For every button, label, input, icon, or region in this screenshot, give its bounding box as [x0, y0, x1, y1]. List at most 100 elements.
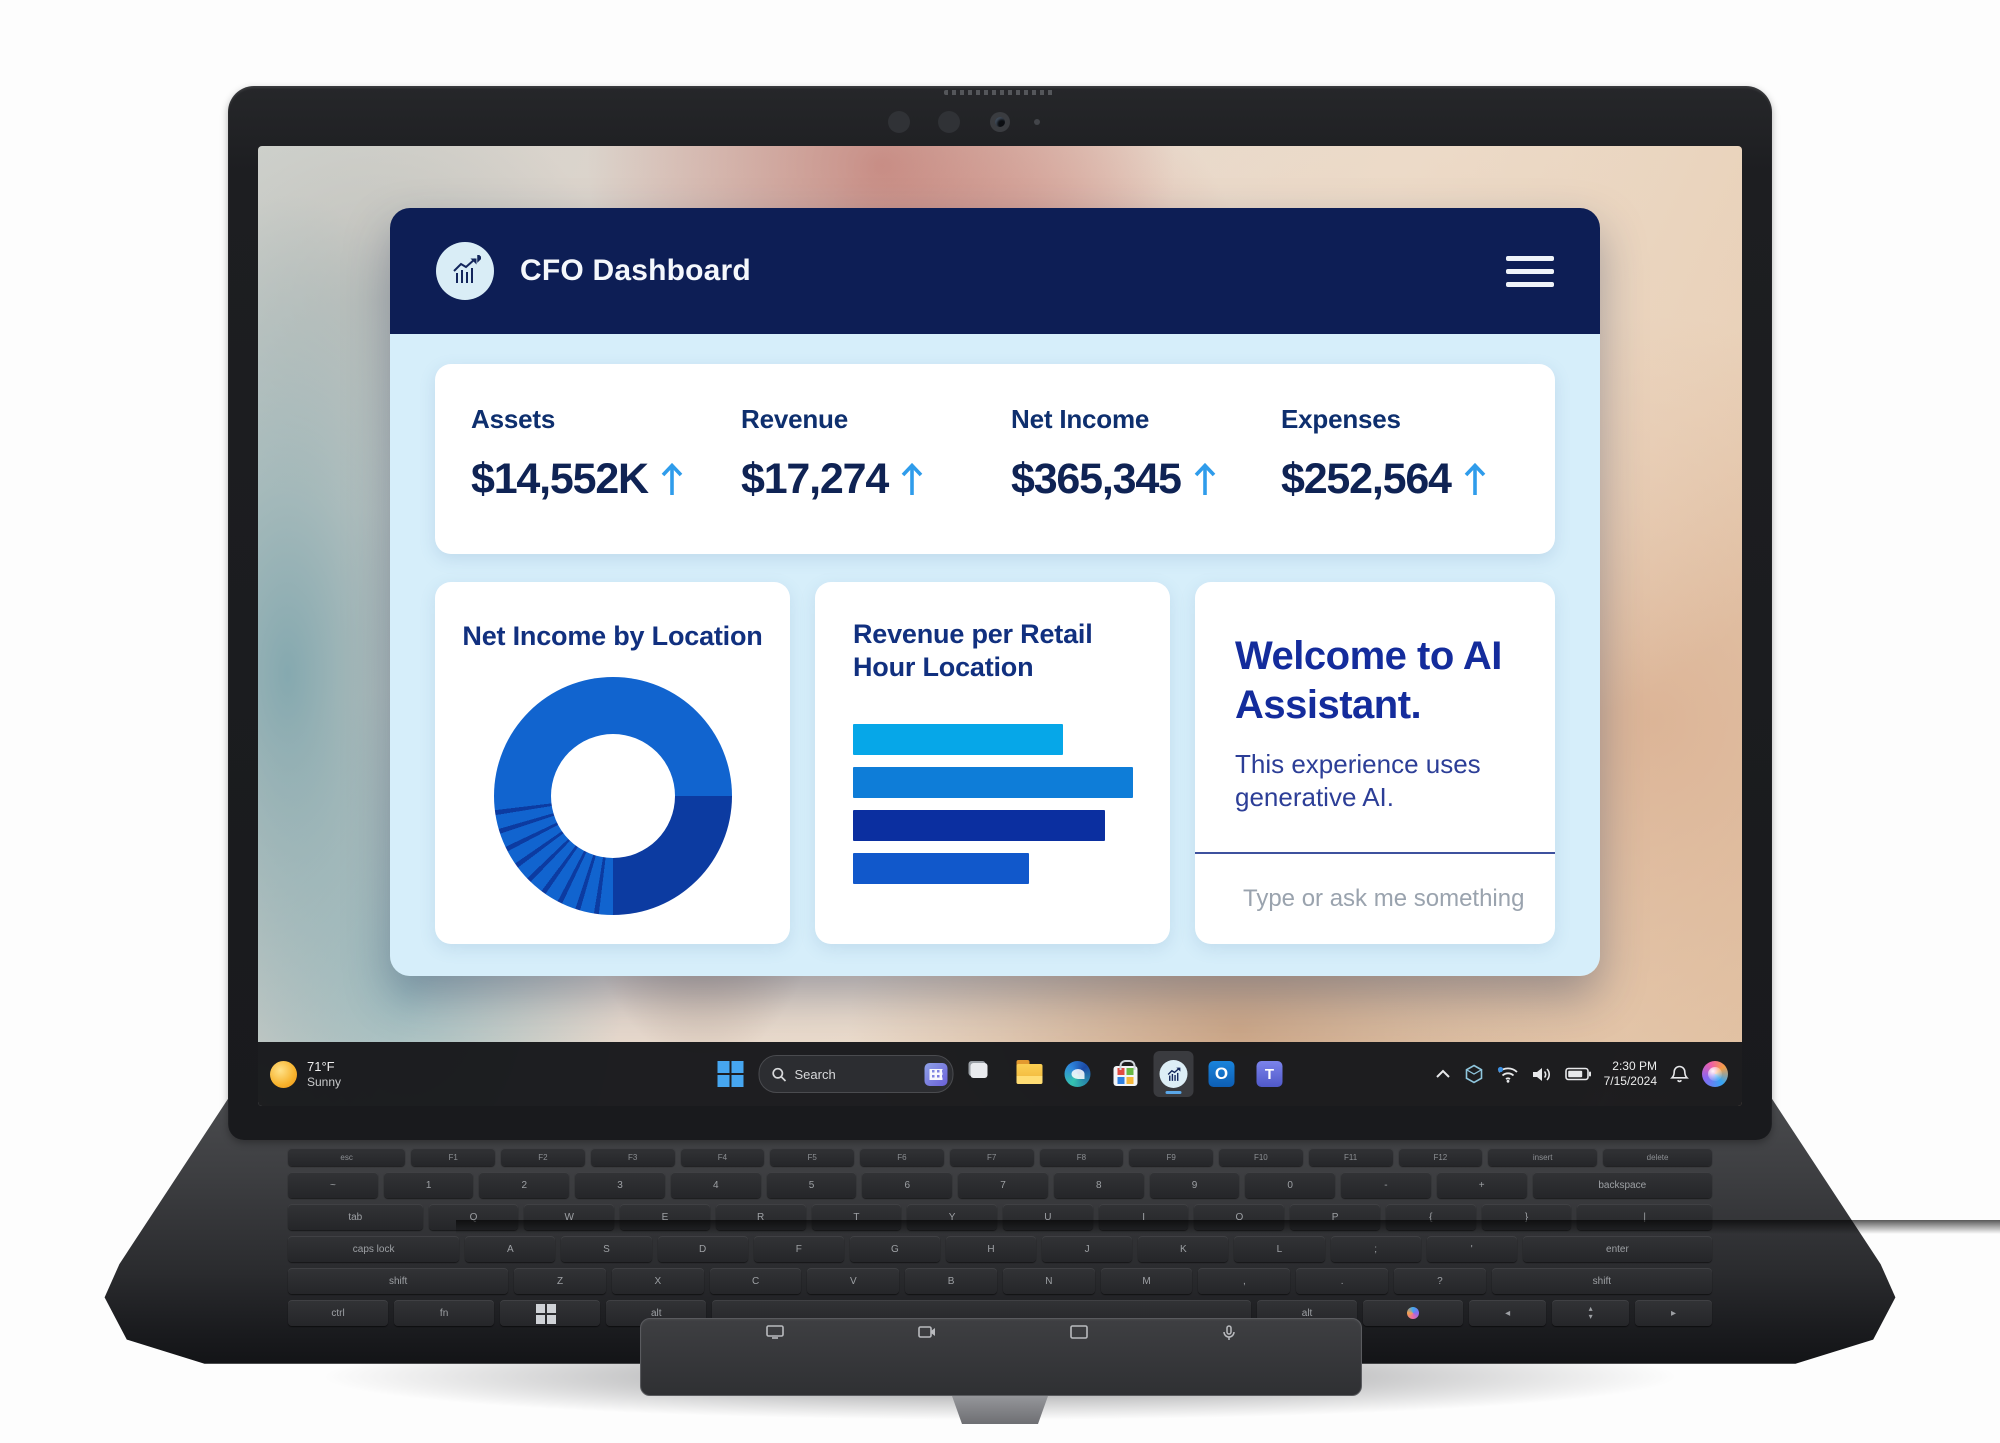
notification-bell-icon[interactable] [1670, 1064, 1689, 1084]
key-D: D [657, 1236, 748, 1262]
volume-icon[interactable] [1532, 1066, 1552, 1083]
outlook-icon: O [1208, 1061, 1235, 1087]
up-arrow-icon [661, 462, 683, 495]
taskbar-app-edge[interactable] [1058, 1051, 1098, 1097]
bar-chart-with-arrow-icon [436, 242, 494, 300]
key-;: ; [1330, 1236, 1421, 1262]
folder-icon [1016, 1060, 1043, 1084]
hidden-icons-chevron[interactable] [1435, 1069, 1451, 1079]
search-placeholder: Search [794, 1066, 836, 1082]
key-caps lock: caps lock [288, 1236, 460, 1262]
laptop-lid: CFO Dashboard Assets $14,552K Reve [228, 86, 2000, 1234]
window-body: Assets $14,552K Revenue $17,274 [390, 334, 1600, 976]
key-fn: fn [394, 1300, 495, 1326]
donut-chart [493, 677, 732, 915]
revenue-per-retail-hour-card: Revenue per Retail Hour Location [815, 582, 1170, 944]
assistant-input-row [1195, 854, 1555, 944]
search-input[interactable]: Search [758, 1055, 954, 1093]
wifi-icon[interactable] [1497, 1066, 1519, 1083]
key-3: 3 [575, 1172, 665, 1198]
key-insert: insert [1488, 1148, 1598, 1166]
net-income-by-location-card: Net Income by Location [435, 582, 790, 944]
metric-revenue: Revenue $17,274 [741, 404, 1011, 554]
cfo-dashboard-window: CFO Dashboard Assets $14,552K Reve [390, 208, 1600, 976]
key-win [500, 1300, 601, 1326]
taskbar-app-cfo-dashboard[interactable] [1153, 1051, 1194, 1097]
key-S: S [561, 1236, 652, 1262]
battery-icon[interactable] [1564, 1067, 1591, 1081]
trackpad [640, 1318, 1362, 1396]
key-+: + [1436, 1172, 1527, 1198]
bar-segment [853, 810, 1105, 841]
clock-widget[interactable]: 2:30 PM 7/15/2024 [1604, 1059, 1657, 1089]
ir-sensor [938, 111, 960, 133]
up-arrow-icon [1194, 462, 1216, 495]
copilot-icon[interactable] [1702, 1061, 1728, 1087]
key-K: K [1138, 1236, 1229, 1262]
key-0: 0 [1245, 1172, 1336, 1198]
bar-segment [853, 853, 1029, 884]
key-delete: delete [1603, 1148, 1712, 1166]
key-F7: F7 [949, 1148, 1034, 1166]
webcam-lens-glass [995, 117, 1005, 127]
ir-sensor [888, 111, 910, 133]
search-highlight-icon [924, 1062, 948, 1086]
teams-icon: T [1256, 1061, 1283, 1087]
key-': ' [1426, 1236, 1517, 1262]
up-arrow-icon [901, 462, 923, 495]
metric-expenses: Expenses $252,564 [1281, 404, 1551, 554]
key-enter: enter [1522, 1236, 1713, 1262]
divider [1195, 852, 1555, 854]
sun-icon [270, 1060, 297, 1088]
time: 2:30 PM [1612, 1059, 1657, 1073]
key-~: ~ [288, 1172, 378, 1198]
key-F11: F11 [1308, 1148, 1393, 1166]
weather-widget[interactable]: 71°F Sunny [270, 1059, 341, 1089]
key-updown: ▴ ▾ [1552, 1300, 1630, 1326]
key-F8: F8 [1039, 1148, 1124, 1166]
assistant-subtitle: This experience uses generative AI. [1235, 749, 1481, 812]
taskbar-app-outlook[interactable]: O [1202, 1051, 1242, 1097]
key-esc: esc [288, 1148, 406, 1166]
start-button[interactable] [711, 1051, 751, 1097]
key-B: B [905, 1268, 997, 1294]
camera-led [1034, 119, 1040, 125]
key-copilot [1363, 1300, 1464, 1326]
key-F10: F10 [1219, 1148, 1303, 1166]
key-J: J [1042, 1236, 1133, 1262]
taskbar-app-file-explorer[interactable] [1010, 1051, 1050, 1097]
vent-grille [944, 90, 1056, 95]
active-app-indicator [1165, 1091, 1182, 1094]
key--: - [1341, 1172, 1431, 1198]
taskbar-app-task-view[interactable] [962, 1051, 1002, 1097]
key-F2: F2 [501, 1148, 585, 1166]
bar-segment [853, 724, 1063, 755]
metric-label: Net Income [1011, 404, 1150, 434]
metric-value: $14,552K [471, 455, 649, 503]
assistant-text-input[interactable] [1241, 884, 1555, 914]
key-C: C [709, 1268, 802, 1294]
taskbar-app-store[interactable] [1106, 1051, 1146, 1097]
key-ctrl: ctrl [288, 1300, 389, 1326]
key-H: H [945, 1236, 1037, 1262]
device-hexagon-icon[interactable] [1464, 1064, 1484, 1084]
key-right: ▸ [1635, 1300, 1713, 1326]
hamburger-menu-icon[interactable] [1506, 255, 1554, 287]
key-F9: F9 [1129, 1148, 1213, 1166]
date: 7/15/2024 [1603, 1074, 1657, 1088]
key-F1: F1 [411, 1148, 495, 1166]
bar-chart-with-arrow-icon [1159, 1060, 1188, 1088]
key-shift: shift [1491, 1268, 1712, 1294]
taskbar-app-teams[interactable]: T [1250, 1051, 1290, 1097]
key-N: N [1002, 1268, 1095, 1294]
assistant-title: Welcome to AI Assistant. [1235, 634, 1502, 727]
key-2: 2 [479, 1172, 570, 1198]
key-M: M [1100, 1268, 1193, 1294]
weather-condition: Sunny [307, 1075, 342, 1089]
ai-assistant-card: Welcome to AI Assistant. This experience… [1195, 582, 1555, 944]
page-title: CFO Dashboard [520, 254, 751, 287]
metric-net-income: Net Income $365,345 [1011, 404, 1281, 554]
donut-hole [550, 734, 675, 858]
screen-share-icon [1070, 1325, 1088, 1346]
key-left: ◂ [1469, 1300, 1547, 1326]
